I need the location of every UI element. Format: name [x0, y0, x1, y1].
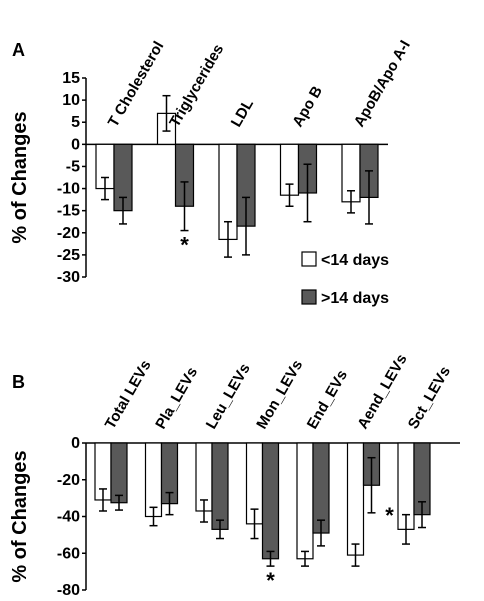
y-tick-label: -25	[57, 247, 80, 264]
y-axis-title: % of Changes	[9, 111, 31, 243]
y-axis-title: % of Changes	[9, 450, 31, 582]
y-tick-label: 10	[62, 92, 80, 109]
y-tick-label: -40	[57, 509, 80, 526]
bar	[346, 442, 365, 556]
bar	[144, 442, 163, 518]
legend-swatch	[301, 289, 317, 305]
category-label: Sct_LEVs	[405, 364, 454, 432]
y-tick-label: 0	[71, 136, 80, 153]
category-label: Aend_LEVs	[354, 351, 410, 432]
significance-star: *	[180, 233, 189, 258]
y-tick-label: -5	[66, 158, 80, 175]
y-tick-label: -20	[57, 472, 80, 489]
category-label: Apo B	[289, 83, 326, 130]
panel-a-letter: A	[12, 40, 25, 60]
panel-b-chart: 0 -20 -40 -60 -80 % of Changes Total LEVsPla_L…	[9, 351, 460, 599]
y-tick-label: -15	[57, 203, 80, 220]
significance-star: *	[266, 568, 275, 593]
bar	[261, 442, 280, 560]
category-label: Triglycerides	[166, 41, 227, 130]
y-tick-label: -20	[57, 225, 80, 242]
category-label: Mon_LEVs	[253, 357, 306, 432]
category-label: Pla_LEVs	[152, 364, 201, 432]
legend-label: >14 days	[321, 290, 389, 307]
category-label: LDL	[228, 96, 257, 130]
y-tick-label: 0	[71, 435, 80, 452]
y-tick-label: 5	[71, 114, 80, 131]
significance-star: *	[385, 503, 394, 528]
legend-swatch	[301, 251, 317, 267]
category-label: ApoB/Apo A-I	[351, 38, 414, 130]
legend-label: <14 days	[321, 252, 389, 269]
category-label: Total LEVs	[102, 357, 155, 432]
bar	[296, 442, 314, 560]
category-label: Leu_LEVs	[203, 361, 254, 432]
legend: <14 days >14 days	[301, 251, 389, 307]
bar	[211, 442, 229, 530]
y-tick-label: 15	[62, 70, 80, 87]
panel-b-letter: B	[12, 372, 25, 392]
y-tick-label: -60	[57, 545, 80, 562]
category-label: End_EVs	[304, 367, 351, 432]
y-tick-label: -80	[57, 582, 80, 599]
y-tick-label: -30	[57, 269, 80, 286]
bar	[110, 442, 128, 504]
y-tick-label: -10	[57, 181, 80, 198]
